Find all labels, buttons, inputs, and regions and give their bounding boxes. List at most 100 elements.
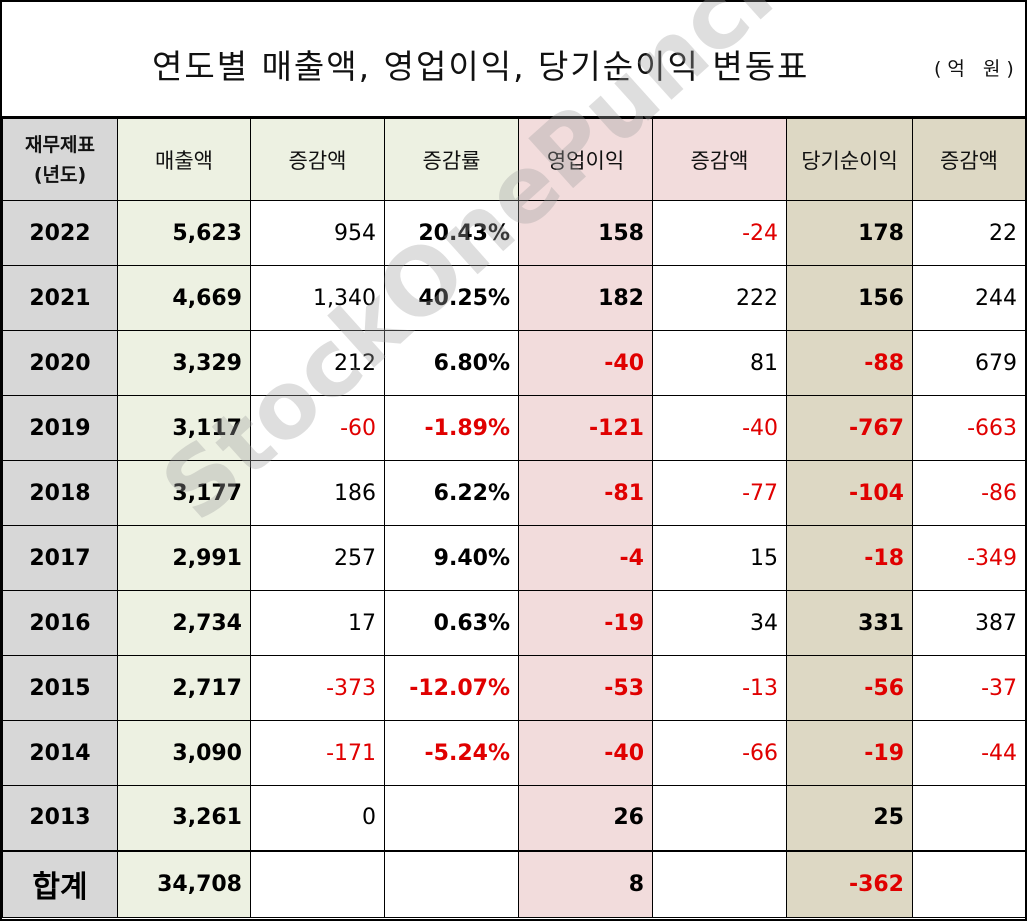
cell-operating-income: -81: [518, 460, 653, 526]
total-row: 합계 34,708 8 -362: [2, 849, 1026, 918]
cell-year: 2016: [2, 590, 118, 656]
cell-operating-income: 182: [518, 265, 653, 331]
cell-revenue: 2,734: [117, 590, 251, 656]
cell-revenue-rate: -5.24%: [384, 720, 519, 786]
total-net-change: [912, 849, 1026, 918]
cell-operating-change: -77: [652, 460, 787, 526]
cell-revenue-change: 1,340: [250, 265, 385, 331]
header-net-change: 증감액: [912, 118, 1026, 201]
cell-net-income: 331: [786, 590, 913, 656]
cell-year: 2022: [2, 200, 118, 266]
header-row: 재무제표 (년도) 매출액 증감액 증감률 영업이익 증감액 당기순이익 증감액: [2, 118, 1026, 201]
table-row: 2020 3,329 212 6.80% -40 81 -88 679: [2, 330, 1026, 396]
cell-revenue-rate: -12.07%: [384, 655, 519, 721]
cell-net-change: 22: [912, 200, 1026, 266]
cell-revenue-change: -60: [250, 395, 385, 461]
total-revenue: 34,708: [117, 849, 251, 918]
cell-revenue-change: 17: [250, 590, 385, 656]
header-year-line1: 재무제표: [25, 133, 95, 156]
cell-operating-change: 34: [652, 590, 787, 656]
table-row: 2013 3,261 0 26 25: [2, 785, 1026, 851]
cell-year: 2020: [2, 330, 118, 396]
total-label: 합계: [2, 849, 118, 918]
cell-net-income: -56: [786, 655, 913, 721]
cell-net-income: 25: [786, 785, 913, 851]
table-row: 2019 3,117 -60 -1.89% -121 -40 -767 -663: [2, 395, 1026, 461]
cell-net-income: -88: [786, 330, 913, 396]
cell-revenue: 3,329: [117, 330, 251, 396]
cell-operating-income: -121: [518, 395, 653, 461]
header-net-income: 당기순이익: [786, 118, 913, 201]
cell-net-change: -349: [912, 525, 1026, 591]
unit-label: (억 원): [934, 58, 1020, 80]
cell-operating-change: -24: [652, 200, 787, 266]
cell-net-income: -767: [786, 395, 913, 461]
cell-operating-income: -40: [518, 720, 653, 786]
cell-revenue: 5,623: [117, 200, 251, 266]
cell-operating-change: 15: [652, 525, 787, 591]
cell-operating-income: -19: [518, 590, 653, 656]
total-revenue-rate: [384, 849, 519, 918]
table-row: 2018 3,177 186 6.22% -81 -77 -104 -86: [2, 460, 1026, 526]
cell-revenue-change: 212: [250, 330, 385, 396]
header-revenue: 매출액: [117, 118, 251, 201]
cell-operating-income: -53: [518, 655, 653, 721]
cell-revenue-change: 186: [250, 460, 385, 526]
cell-operating-income: -4: [518, 525, 653, 591]
cell-net-income: 156: [786, 265, 913, 331]
cell-net-change: -37: [912, 655, 1026, 721]
cell-revenue-change: 0: [250, 785, 385, 851]
cell-operating-income: -40: [518, 330, 653, 396]
cell-revenue-rate: 20.43%: [384, 200, 519, 266]
cell-operating-change: -66: [652, 720, 787, 786]
cell-net-change: 244: [912, 265, 1026, 331]
cell-revenue-rate: -1.89%: [384, 395, 519, 461]
cell-net-change: -663: [912, 395, 1026, 461]
table-row: 2017 2,991 257 9.40% -4 15 -18 -349: [2, 525, 1026, 591]
cell-operating-change: 81: [652, 330, 787, 396]
title-bar: 연도별 매출액, 영업이익, 당기순이익 변동표 (억 원): [2, 2, 1025, 118]
page-title: 연도별 매출액, 영업이익, 당기순이익 변동표: [152, 47, 810, 86]
table-row: 2016 2,734 17 0.63% -19 34 331 387: [2, 590, 1026, 656]
total-revenue-change: [250, 849, 385, 918]
cell-net-change: -86: [912, 460, 1026, 526]
cell-net-change: 387: [912, 590, 1026, 656]
cell-revenue: 4,669: [117, 265, 251, 331]
cell-revenue-change: 954: [250, 200, 385, 266]
cell-year: 2018: [2, 460, 118, 526]
cell-net-income: -104: [786, 460, 913, 526]
table-row: 2021 4,669 1,340 40.25% 182 222 156 244: [2, 265, 1026, 331]
cell-year: 2014: [2, 720, 118, 786]
financial-table: 재무제표 (년도) 매출액 증감액 증감률 영업이익 증감액 당기순이익 증감액…: [2, 118, 1026, 918]
header-operating-income: 영업이익: [518, 118, 653, 201]
cell-year: 2015: [2, 655, 118, 721]
cell-operating-income: 158: [518, 200, 653, 266]
total-operating-income: 8: [518, 849, 653, 918]
header-year-line2: (년도): [33, 163, 87, 186]
cell-operating-income: 26: [518, 785, 653, 851]
cell-revenue-rate: 40.25%: [384, 265, 519, 331]
table-row: 2014 3,090 -171 -5.24% -40 -66 -19 -44: [2, 720, 1026, 786]
cell-net-income: -19: [786, 720, 913, 786]
header-revenue-change: 증감액: [250, 118, 385, 201]
cell-operating-change: [652, 785, 787, 851]
total-net-income: -362: [786, 849, 913, 918]
cell-net-income: 178: [786, 200, 913, 266]
table-row: 2015 2,717 -373 -12.07% -53 -13 -56 -37: [2, 655, 1026, 721]
cell-revenue-rate: 0.63%: [384, 590, 519, 656]
cell-revenue-rate: 6.80%: [384, 330, 519, 396]
total-operating-change: [652, 849, 787, 918]
table-row: 2022 5,623 954 20.43% 158 -24 178 22: [2, 200, 1026, 266]
cell-revenue-rate: 9.40%: [384, 525, 519, 591]
cell-operating-change: 222: [652, 265, 787, 331]
cell-net-change: -44: [912, 720, 1026, 786]
header-operating-change: 증감액: [652, 118, 787, 201]
cell-revenue: 3,090: [117, 720, 251, 786]
cell-revenue: 2,717: [117, 655, 251, 721]
cell-year: 2019: [2, 395, 118, 461]
cell-revenue: 2,991: [117, 525, 251, 591]
cell-revenue: 3,177: [117, 460, 251, 526]
cell-revenue-rate: 6.22%: [384, 460, 519, 526]
cell-operating-change: -40: [652, 395, 787, 461]
